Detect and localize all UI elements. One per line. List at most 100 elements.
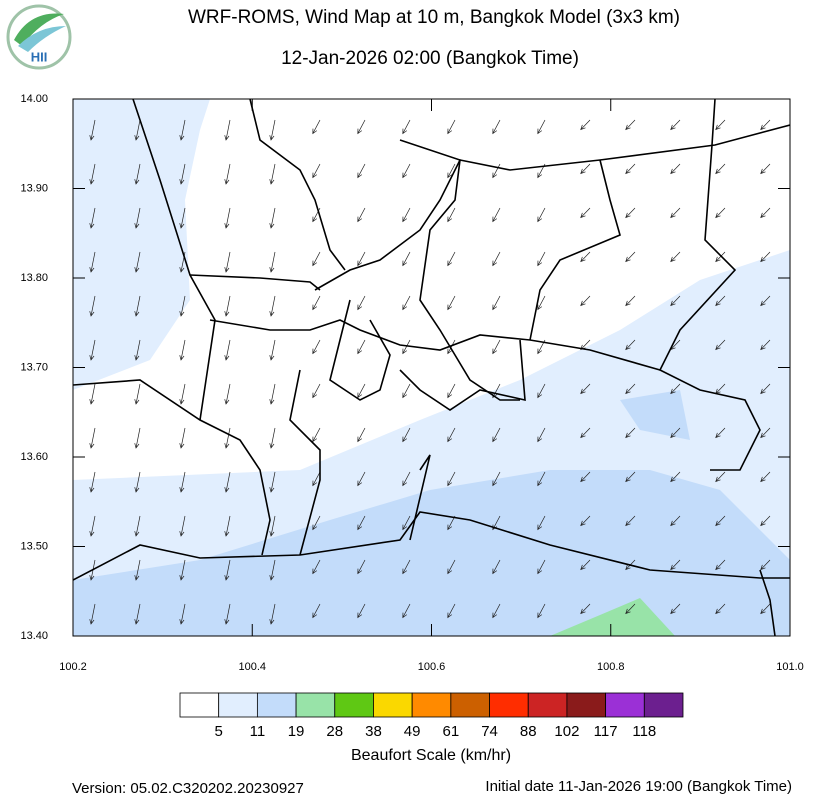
wind-arrow xyxy=(179,339,186,361)
wind-arrow xyxy=(269,515,276,537)
wind-arrow xyxy=(269,207,276,229)
wind-arrow xyxy=(402,559,411,575)
wind-arrow xyxy=(492,295,501,311)
wind-arrow xyxy=(625,383,636,395)
wind-arrow xyxy=(447,295,456,311)
wind-arrow xyxy=(492,119,501,135)
title: WRF-ROMS, Wind Map at 10 m, Bangkok Mode… xyxy=(188,7,680,28)
wind-arrow xyxy=(537,207,546,223)
wind-arrow xyxy=(625,427,636,439)
wind-arrow xyxy=(625,515,636,527)
wind-arrow xyxy=(625,207,636,219)
y-tick-label: 13.50 xyxy=(20,540,48,552)
legend-swatch xyxy=(450,692,490,718)
wind-arrow xyxy=(760,471,771,483)
wind-arrow xyxy=(447,383,456,399)
wind-arrow xyxy=(670,119,681,131)
x-tick-label: 101.0 xyxy=(776,661,804,673)
wind-arrow xyxy=(492,207,501,223)
wind-arrow xyxy=(715,251,726,263)
wind-arrow xyxy=(760,515,771,527)
wind-arrow xyxy=(134,471,141,493)
wind-arrow xyxy=(670,559,681,571)
wind-arrow xyxy=(670,295,681,307)
legend-swatch xyxy=(295,692,336,718)
wind-arrow xyxy=(447,339,456,355)
wind-arrow xyxy=(760,207,771,219)
logo: HII xyxy=(6,4,72,70)
y-tick-label: 13.60 xyxy=(20,451,48,463)
legend-swatch xyxy=(527,692,568,718)
wind-arrow xyxy=(447,515,456,531)
wind-arrow xyxy=(134,383,141,405)
wind-arrow xyxy=(402,471,411,487)
wind-arrow xyxy=(760,251,771,263)
wind-arrow xyxy=(179,163,186,185)
wind-arrow xyxy=(760,383,771,395)
wind-arrow xyxy=(447,251,456,267)
wind-arrow xyxy=(269,251,276,273)
wind-arrow xyxy=(625,163,636,175)
wind-arrow xyxy=(224,515,231,537)
wind-arrow xyxy=(625,119,636,131)
wind-arrow xyxy=(670,383,681,395)
x-tick-label: 100.6 xyxy=(418,661,446,673)
x-tick-label: 100.2 xyxy=(59,661,87,673)
wind-arrow xyxy=(312,339,321,355)
boundaries xyxy=(73,99,790,636)
wind-arrow xyxy=(537,559,546,575)
wind-arrow xyxy=(402,339,411,355)
wind-arrow xyxy=(224,603,231,625)
wind-arrow xyxy=(580,163,591,175)
wind-arrow xyxy=(402,163,411,179)
wind-arrow xyxy=(580,427,591,439)
legend-label: 88 xyxy=(520,723,537,740)
wind-arrow xyxy=(715,119,726,131)
wind-arrow xyxy=(269,119,276,141)
wind-arrow xyxy=(760,603,771,615)
wind-arrow xyxy=(89,339,96,361)
wind-arrow xyxy=(224,119,231,141)
version: Version: 05.02.C320202.20230927 xyxy=(72,780,304,797)
wind-arrow xyxy=(715,427,726,439)
wind-arrow xyxy=(537,603,546,619)
wind-arrow xyxy=(402,515,411,531)
wind-arrow xyxy=(492,559,501,575)
wind-arrow xyxy=(670,603,681,615)
logo-text: HII xyxy=(31,49,48,64)
legend-label: 74 xyxy=(481,723,498,740)
wind-arrow xyxy=(89,515,96,537)
wind-arrow xyxy=(715,603,726,615)
y-tick-label: 13.90 xyxy=(20,182,48,194)
legend-swatch xyxy=(179,692,220,718)
wind-arrow xyxy=(312,603,321,619)
wind-arrow xyxy=(670,163,681,175)
wind-arrow xyxy=(492,163,501,179)
wind-arrow xyxy=(760,295,771,307)
wind-arrow xyxy=(447,471,456,487)
legend-label: 118 xyxy=(632,723,656,740)
wind-arrow xyxy=(89,207,96,229)
wind-arrow xyxy=(715,163,726,175)
wind-arrow xyxy=(312,515,321,531)
wind-arrow xyxy=(670,251,681,263)
wind-arrow xyxy=(447,427,456,443)
wind-arrow xyxy=(537,427,546,443)
wind-arrow xyxy=(357,251,366,267)
wind-arrow xyxy=(402,427,411,443)
wind-arrow xyxy=(89,471,96,493)
wind-arrow xyxy=(134,515,141,537)
wind-arrow xyxy=(357,119,366,135)
wind-arrow xyxy=(580,207,591,219)
wind-arrow xyxy=(402,295,411,311)
wind-arrow xyxy=(760,163,771,175)
wind-arrow xyxy=(715,559,726,571)
wind-arrow xyxy=(580,559,591,571)
wind-arrow xyxy=(402,119,411,135)
wind-arrow xyxy=(312,119,321,135)
wind-arrow xyxy=(492,339,501,355)
wind-arrow xyxy=(269,427,276,449)
wind-arrow xyxy=(357,295,366,311)
legend-swatch xyxy=(218,692,258,718)
